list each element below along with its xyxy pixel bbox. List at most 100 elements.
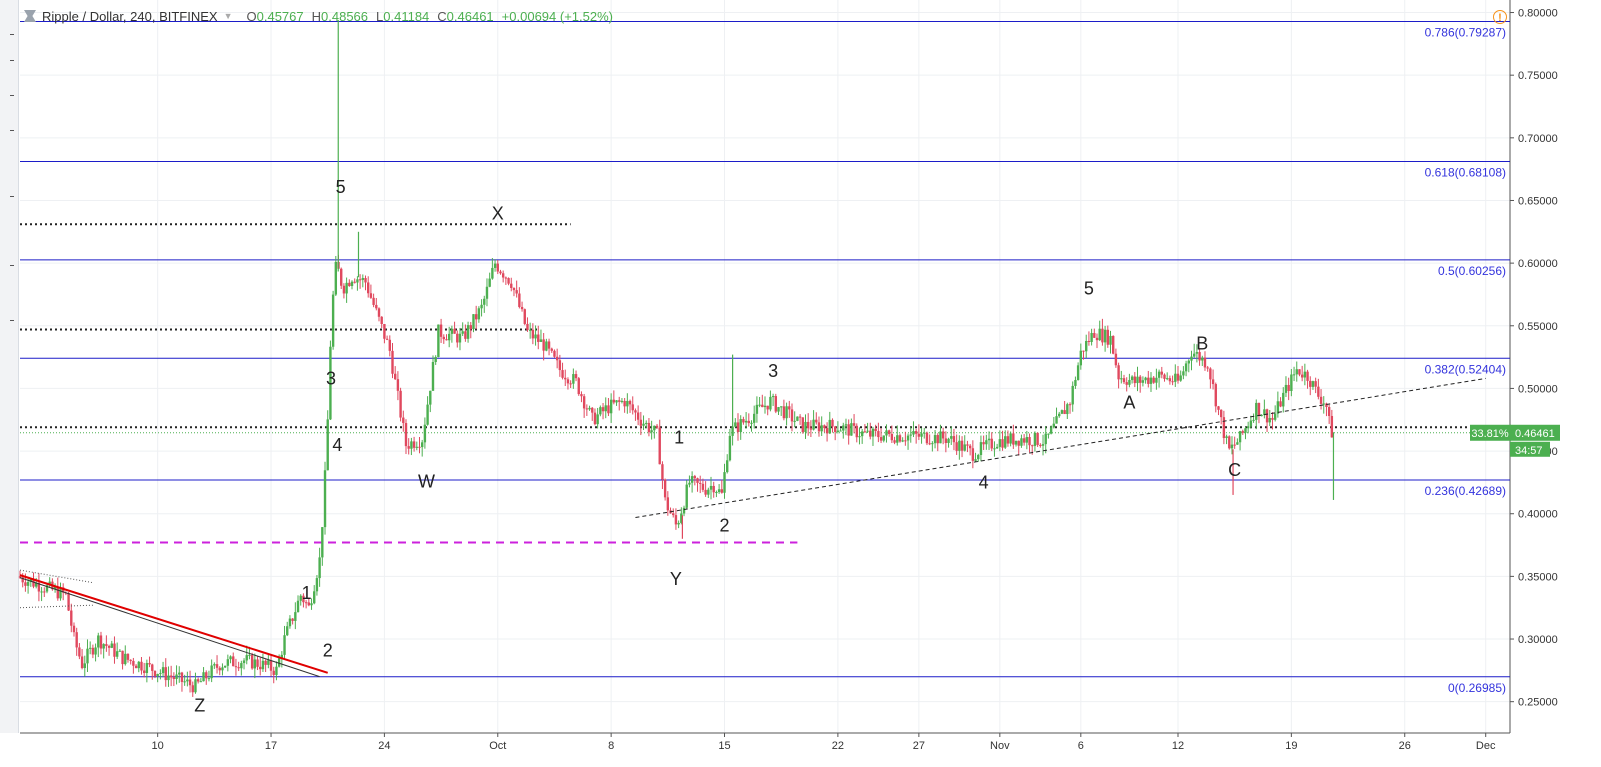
candle-body: [815, 419, 818, 423]
candle-body: [380, 316, 383, 325]
candle-body: [107, 645, 111, 648]
candle-body: [866, 430, 869, 432]
toolbar-tick: [10, 34, 14, 35]
candle-body: [939, 431, 942, 444]
toolbar-tick: [10, 265, 14, 266]
warning-icon[interactable]: !: [1493, 10, 1507, 24]
wave-label: 1: [302, 583, 312, 603]
candle-body: [21, 577, 24, 583]
candle-body: [1004, 436, 1007, 448]
x-tick-label: 26: [1399, 740, 1411, 752]
candle-body: [1319, 396, 1323, 404]
candle-body: [879, 437, 883, 441]
candle-body: [410, 441, 413, 449]
candle-body: [483, 298, 486, 305]
candle-body: [1106, 329, 1110, 345]
candle-body: [472, 314, 475, 330]
candle-body: [547, 341, 551, 349]
candle-body: [893, 440, 896, 443]
candle-body: [1052, 423, 1056, 428]
candle-body: [817, 422, 821, 432]
candle-body: [393, 373, 397, 380]
wave-label: 5: [336, 177, 346, 197]
chevron-down-icon[interactable]: ▼: [223, 11, 233, 21]
y-tick-label: 0.30000: [1518, 634, 1558, 646]
candle-body: [1263, 409, 1266, 416]
candle-body: [24, 582, 27, 586]
candle-body: [628, 400, 632, 405]
candle-body: [1190, 356, 1193, 361]
candle-body: [1066, 404, 1069, 415]
candle-body: [526, 323, 529, 330]
candle-body: [960, 440, 964, 451]
candle-body: [53, 586, 57, 590]
candle-body: [261, 660, 265, 670]
candle-body: [523, 309, 526, 324]
candle-body: [172, 677, 176, 679]
candle-body: [820, 425, 823, 432]
candle-body: [469, 325, 472, 330]
candle-body: [99, 635, 103, 649]
candle-body: [806, 421, 810, 429]
candle-body: [906, 435, 910, 441]
candle-body: [242, 660, 246, 664]
candle-body: [1155, 377, 1158, 383]
candle-body: [385, 338, 389, 340]
candle-body: [1001, 439, 1004, 448]
candle-body: [1317, 386, 1320, 397]
candle-body: [304, 602, 308, 604]
candle-body: [577, 378, 580, 395]
candle-body: [680, 513, 683, 523]
x-tick-label: Dec: [1476, 740, 1496, 752]
candle-body: [699, 482, 702, 484]
candle-body: [59, 587, 62, 599]
candle-body: [890, 434, 894, 441]
candle-body: [804, 421, 807, 432]
candle-body: [963, 444, 966, 451]
change-value: +0.00694 (+1.52%): [501, 8, 613, 24]
wave-label: 4: [332, 435, 342, 455]
y-tick-label: 0.70000: [1518, 133, 1558, 145]
candle-body: [920, 433, 923, 437]
candle-body: [1071, 385, 1074, 405]
candle-body: [240, 663, 243, 669]
candle-body: [1228, 436, 1231, 449]
candle-body: [318, 557, 321, 579]
candle-body: [750, 422, 753, 424]
candle-body: [80, 656, 84, 669]
candle-body: [358, 279, 362, 281]
candle-body: [599, 407, 602, 415]
candle-body: [315, 578, 319, 592]
candle-body: [515, 290, 518, 294]
candle-body: [340, 268, 343, 286]
candle-body: [1147, 377, 1150, 384]
candle-body: [696, 478, 699, 483]
candle-body: [923, 432, 926, 434]
candle-body: [955, 442, 958, 451]
candle-body: [223, 665, 227, 668]
candle-body: [777, 407, 780, 412]
candle-body: [169, 675, 173, 678]
candle-body: [229, 656, 232, 660]
candle-body: [739, 419, 742, 432]
candle-body: [375, 304, 378, 309]
candle-body: [97, 635, 100, 648]
candle-body: [286, 626, 289, 636]
symbol-header: Ripple / Dollar, 240, BITFINEX ▼ O 0.4576…: [24, 6, 613, 26]
candle-body: [245, 655, 248, 661]
candle-body: [1144, 377, 1147, 381]
high-value: 0.48566: [321, 8, 369, 24]
candle-body: [420, 442, 424, 448]
candle-body: [34, 582, 38, 587]
symbol-title[interactable]: Ripple / Dollar, 240, BITFINEX: [42, 8, 218, 24]
candle-body: [825, 428, 829, 434]
candle-body: [1246, 426, 1250, 429]
candle-body: [653, 425, 656, 431]
candle-body: [1184, 363, 1188, 372]
candle-body: [885, 430, 888, 436]
drawing-toolbar[interactable]: [0, 0, 19, 733]
candle-body: [761, 404, 764, 408]
candle-body: [1238, 431, 1242, 443]
wave-label: 3: [326, 369, 336, 389]
